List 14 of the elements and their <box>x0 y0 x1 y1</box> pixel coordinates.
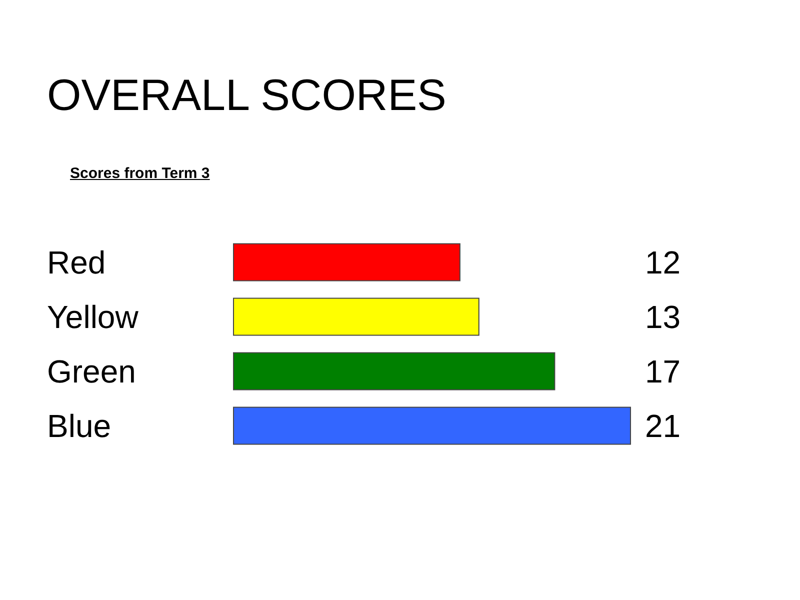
chart-title: OVERALL SCORES <box>47 70 446 122</box>
y-tick-label: Red <box>47 244 106 280</box>
bar <box>233 243 460 282</box>
data-label: 17 <box>645 353 681 390</box>
data-label: 21 <box>645 408 681 444</box>
bar <box>233 298 480 336</box>
bar <box>233 352 556 390</box>
data-label: 13 <box>645 298 681 335</box>
chart-subtitle: Scores from Term 3 <box>70 164 210 184</box>
y-tick-label: Green <box>47 353 136 390</box>
y-tick-label: Yellow <box>47 298 140 335</box>
data-label: 12 <box>645 244 681 280</box>
bar <box>233 406 631 445</box>
y-tick-label: Blue <box>47 408 112 444</box>
